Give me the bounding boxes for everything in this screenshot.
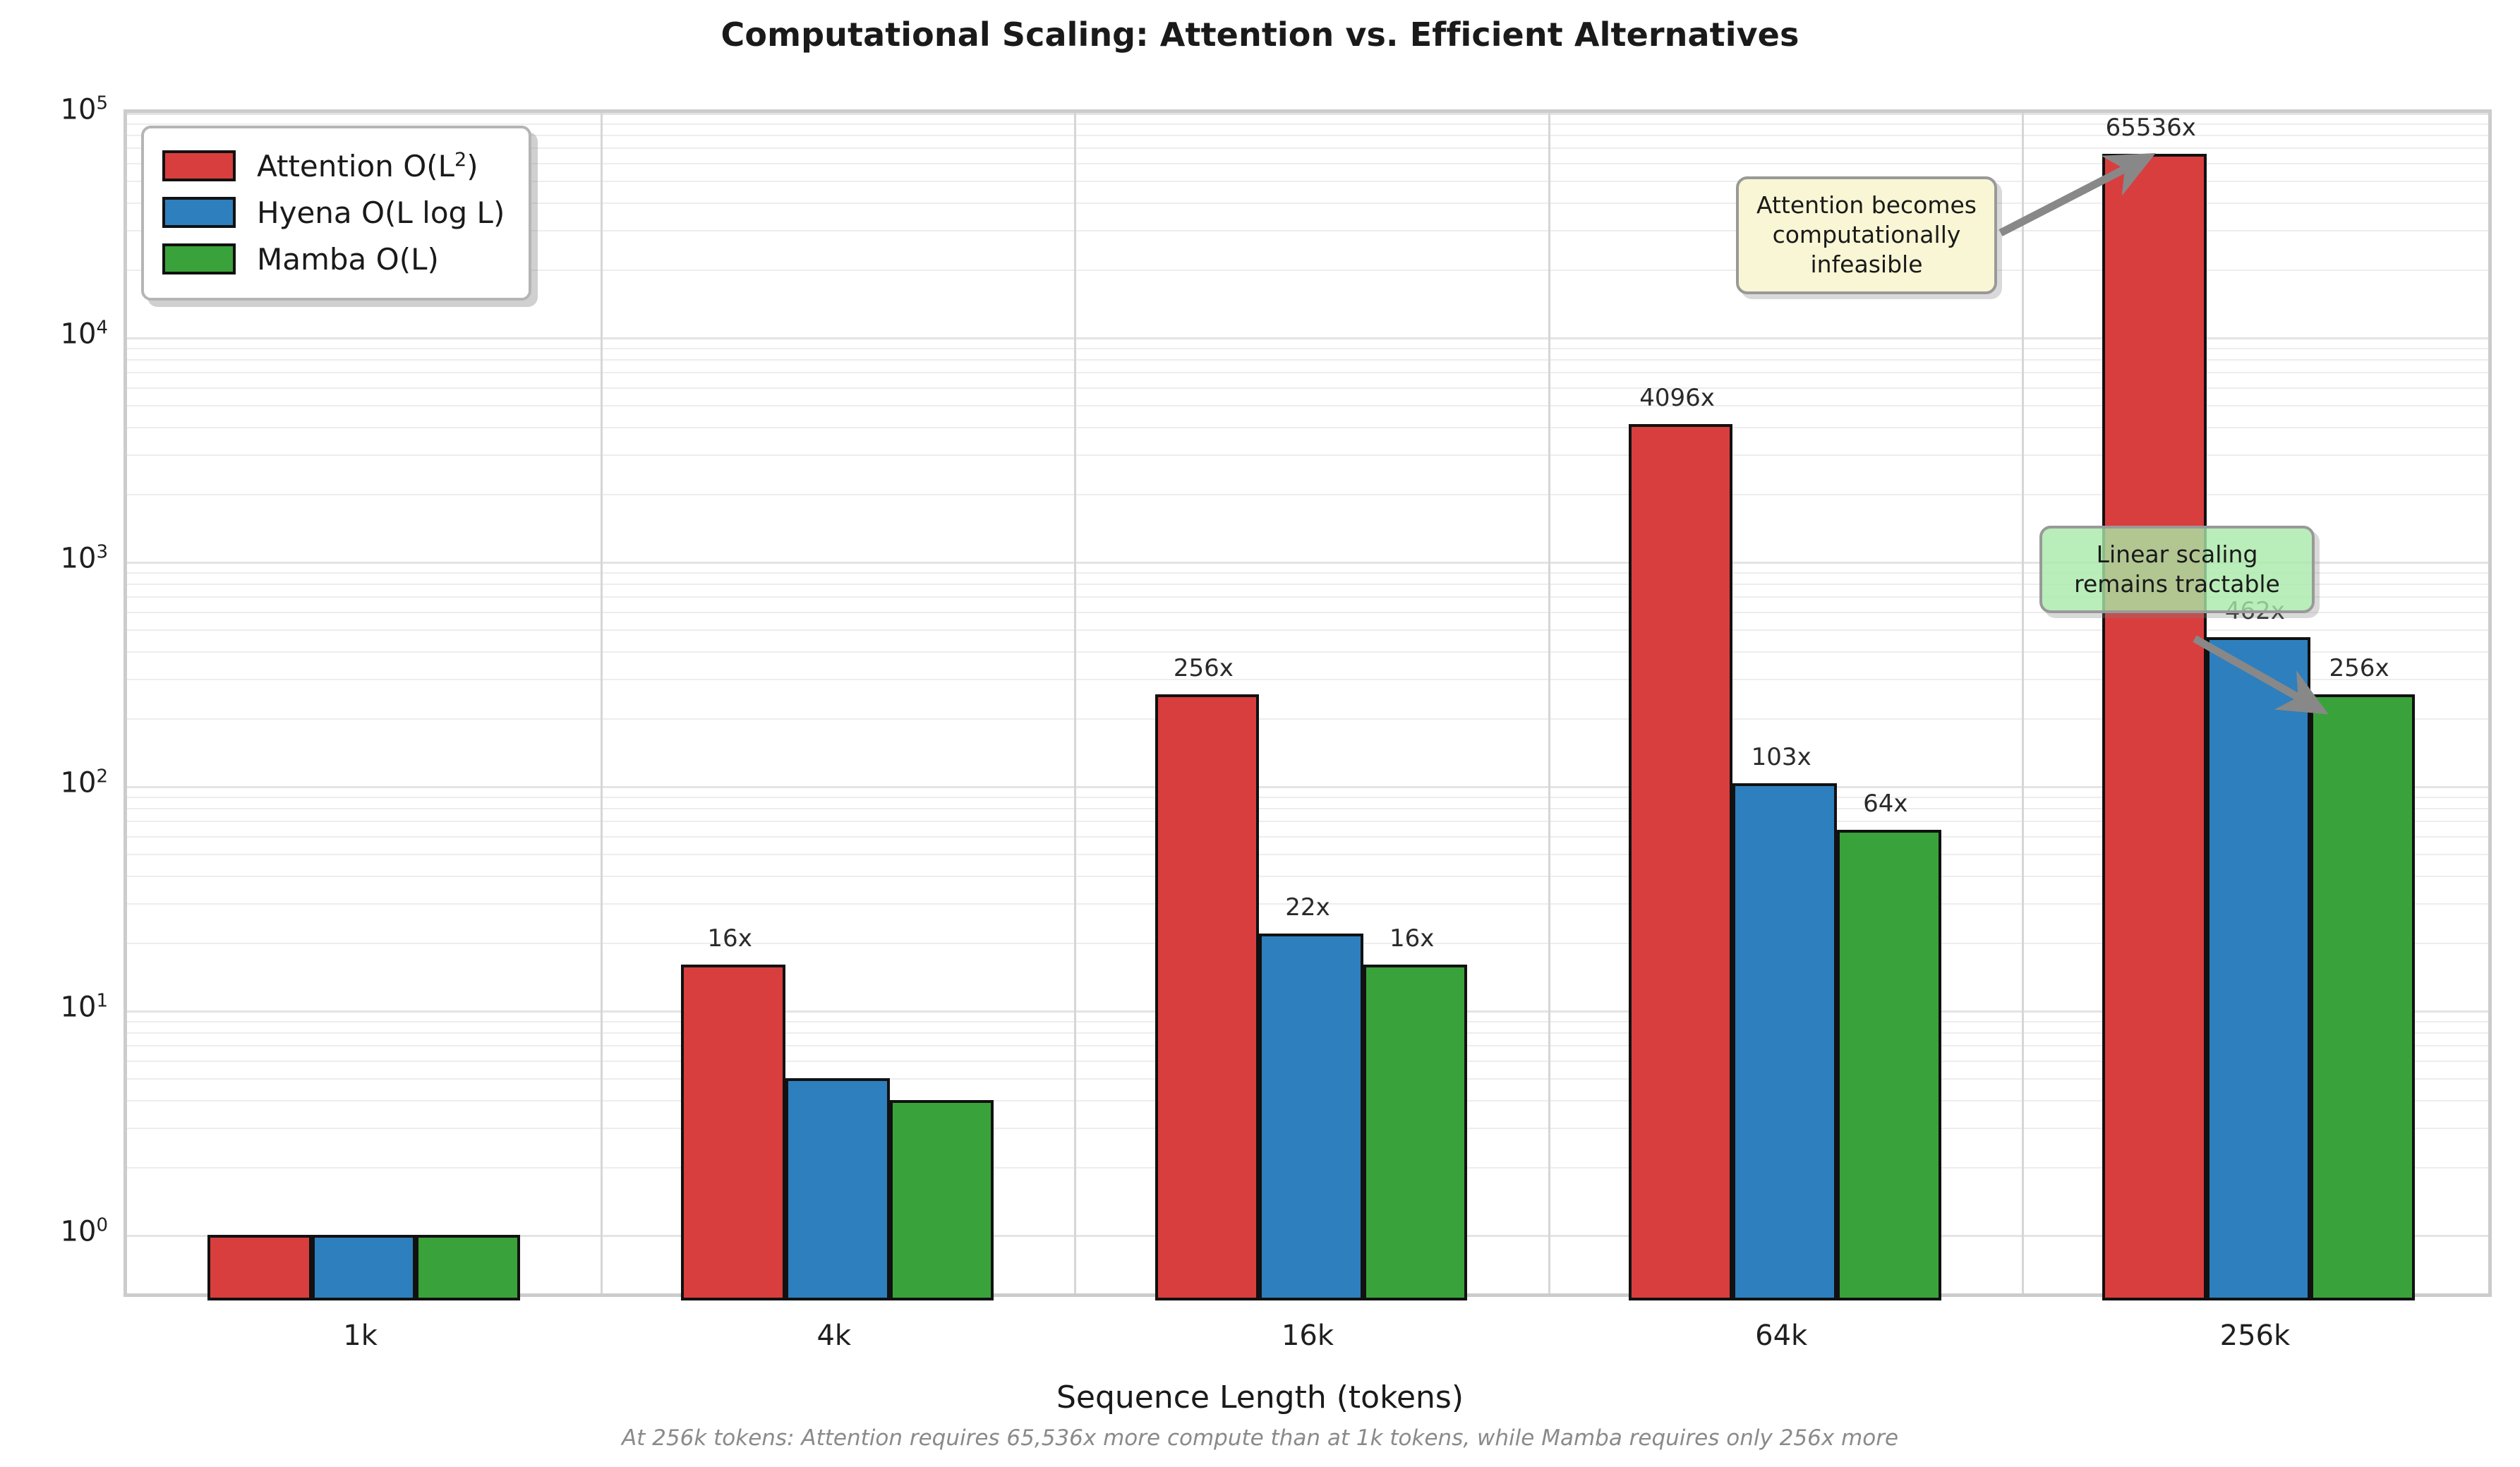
y-tick-label: 101: [60, 990, 108, 1024]
gridline-minor: [127, 494, 2488, 496]
plot-area: [123, 109, 2492, 1300]
x-axis-label: Sequence Length (tokens): [1056, 1380, 1464, 1415]
x-tick-label-1k: 1k: [343, 1320, 378, 1352]
gridline-minor: [127, 404, 2488, 406]
legend-item-label: Mamba O(L): [257, 241, 439, 277]
gridline-minor: [127, 807, 2488, 809]
gridline-minor: [127, 358, 2488, 361]
gridline-vertical: [1548, 113, 1550, 1293]
gridline-minor: [127, 853, 2488, 855]
bar-label-256k-series-0: 65536x: [2105, 114, 2196, 143]
gridline-minor: [127, 596, 2488, 598]
gridline-minor: [127, 679, 2488, 681]
y-tick-label: 100: [60, 1214, 108, 1248]
bar-1k-series-0[interactable]: [207, 1235, 312, 1300]
x-tick-label-16k: 16k: [1281, 1320, 1334, 1352]
annotation-attention-infeasible: Attention becomes computationally infeas…: [1736, 176, 1997, 294]
bar-label-16k-series-1: 22x: [1285, 893, 1330, 922]
page-title: Computational Scaling: Attention vs. Eff…: [721, 16, 1799, 54]
bar-256k-series-1[interactable]: [2206, 636, 2311, 1300]
gridline-minor: [127, 426, 2488, 428]
gridline-minor: [127, 875, 2488, 877]
y-tick-label: 105: [60, 92, 108, 126]
legend-item-label: Hyena O(L log L): [257, 195, 505, 230]
gridline-minor: [127, 454, 2488, 457]
bar-label-4k-series-0: 16x: [707, 924, 752, 953]
gridline-minor: [127, 387, 2488, 389]
legend-item-0[interactable]: Attention O(L2): [162, 143, 505, 189]
gridline-minor: [127, 796, 2488, 798]
gridline-vertical: [1074, 113, 1077, 1293]
gridline-major: [127, 337, 2488, 339]
gridline-minor: [127, 202, 2488, 204]
chart-caption: At 256k tokens: Attention requires 65,53…: [621, 1425, 1899, 1451]
y-tick-label: 103: [60, 541, 108, 575]
bar-label-256k-series-2: 256x: [2329, 654, 2389, 683]
bar-64k-series-1[interactable]: [1732, 783, 1838, 1300]
bar-label-64k-series-2: 64x: [1863, 789, 1908, 818]
legend[interactable]: Attention O(L2) Hyena O(L log L) Mamba O(L…: [141, 126, 532, 301]
gridline-minor: [127, 583, 2488, 585]
gridline-minor: [127, 629, 2488, 631]
gridline-minor: [127, 718, 2488, 720]
bar-label-64k-series-1: 103x: [1751, 742, 1811, 771]
legend-swatch-icon: [162, 243, 236, 274]
annotation-linear-tractable: Linear scaling remains tractable: [2039, 526, 2315, 614]
legend-item-1[interactable]: Hyena O(L log L): [162, 189, 505, 236]
gridline-minor: [127, 180, 2488, 182]
gridline-minor: [127, 611, 2488, 613]
gridline-minor: [127, 651, 2488, 653]
legend-swatch-icon: [162, 150, 236, 181]
y-tick-label: 104: [60, 317, 108, 351]
gridline-minor: [127, 162, 2488, 164]
bar-64k-series-0[interactable]: [1628, 424, 1733, 1300]
y-tick-label: 102: [60, 766, 108, 799]
bar-1k-series-1[interactable]: [311, 1235, 416, 1300]
bar-16k-series-2[interactable]: [1363, 965, 1468, 1300]
gridline-minor: [127, 572, 2488, 574]
gridline-vertical: [2021, 113, 2024, 1293]
gridline-minor: [127, 835, 2488, 838]
bar-256k-series-2[interactable]: [2310, 694, 2415, 1300]
bar-16k-series-0[interactable]: [1155, 694, 1260, 1300]
x-tick-label-64k: 64k: [1755, 1320, 1808, 1352]
bar-4k-series-0[interactable]: [681, 965, 785, 1300]
gridline-minor: [127, 230, 2488, 232]
x-tick-label-4k: 4k: [816, 1320, 852, 1352]
legend-item-2[interactable]: Mamba O(L): [162, 236, 505, 282]
bar-label-16k-series-0: 256x: [1173, 654, 1234, 683]
bar-256k-series-0[interactable]: [2102, 154, 2207, 1300]
bar-4k-series-1[interactable]: [785, 1077, 890, 1300]
bar-16k-series-1[interactable]: [1259, 934, 1363, 1300]
bar-4k-series-2[interactable]: [889, 1099, 994, 1300]
bar-label-64k-series-0: 4096x: [1639, 384, 1715, 413]
gridline-vertical: [601, 113, 603, 1293]
bar-64k-series-2[interactable]: [1837, 829, 1941, 1300]
gridline-minor: [127, 903, 2488, 905]
legend-item-label: Attention O(L2): [257, 148, 478, 183]
gridline-major: [127, 113, 2488, 115]
gridline-major: [127, 562, 2488, 564]
gridline-major: [127, 786, 2488, 788]
legend-swatch-icon: [162, 197, 236, 228]
bar-1k-series-2[interactable]: [416, 1235, 521, 1300]
bar-label-16k-series-2: 16x: [1389, 924, 1435, 953]
x-tick-label-256k: 256k: [2219, 1320, 2291, 1352]
gridline-minor: [127, 821, 2488, 823]
gridline-minor: [127, 134, 2488, 136]
gridline-minor: [127, 372, 2488, 374]
gridline-minor: [127, 123, 2488, 125]
gridline-minor: [127, 347, 2488, 349]
gridline-minor: [127, 270, 2488, 272]
gridline-minor: [127, 147, 2488, 150]
